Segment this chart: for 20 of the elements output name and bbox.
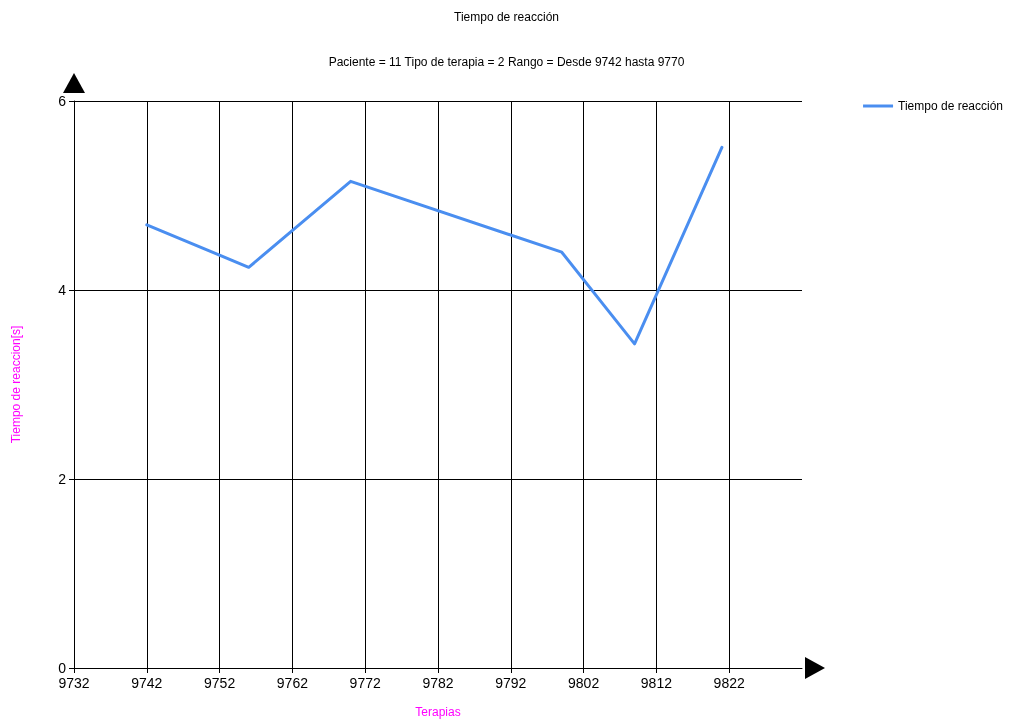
x-tick-label: 9752	[204, 675, 236, 691]
y-tick-label: 6	[58, 93, 67, 109]
legend-label: Tiempo de reacción	[898, 99, 1004, 113]
line-series	[145, 145, 724, 346]
x-tick-label: 9732	[58, 675, 90, 691]
y-axis-title: Tiempo de reaccion[s]	[9, 325, 23, 444]
x-tick-label: 9762	[276, 675, 309, 691]
y-tick-label: 0	[58, 660, 67, 676]
x-tick-label: 9742	[131, 675, 163, 691]
chart-title: Tiempo de reacción	[454, 10, 559, 24]
x-axis-title: Terapias	[415, 705, 461, 719]
chart-subtitle: Paciente = 11 Tipo de terapia = 2 Rango = Desde 9742 hasta 9770	[328, 55, 685, 69]
x-tick-label: 9812	[640, 675, 673, 691]
x-tick-label: 9792	[495, 675, 527, 691]
x-tick-label: 9772	[349, 675, 381, 691]
y-tick-label: 2	[58, 471, 67, 487]
x-tick-label: 9802	[568, 675, 600, 691]
x-tick-label: 9782	[422, 675, 454, 691]
y-tick-label: 4	[58, 282, 67, 298]
x-tick-label: 9822	[713, 675, 745, 691]
